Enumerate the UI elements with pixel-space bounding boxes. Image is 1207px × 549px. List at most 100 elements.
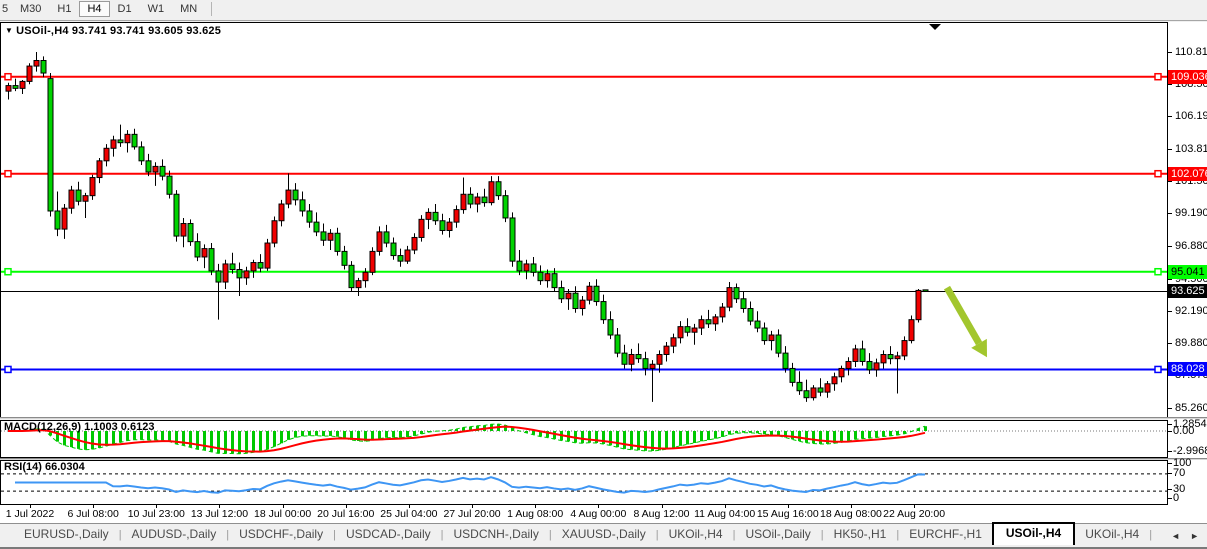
candle	[845, 360, 852, 369]
chart-tab-bar: EURUSD-,Daily | AUDUSD-,Daily | USDCHF-,Dail…	[0, 522, 1207, 545]
candle	[880, 354, 887, 364]
time-tick-mark	[472, 505, 474, 508]
down-arrow-head-icon	[971, 338, 987, 358]
candle	[775, 334, 782, 354]
rsi-tick-label: 0	[1173, 492, 1180, 504]
macd-indicator-pane[interactable]	[0, 420, 1168, 458]
price-tick-mark	[1168, 149, 1172, 151]
candle	[719, 306, 726, 318]
down-arrow-annotation[interactable]	[943, 285, 983, 346]
candle	[607, 319, 614, 336]
candle	[642, 358, 649, 369]
timeframe-button-H4[interactable]: H4	[79, 1, 110, 17]
time-tick-mark	[724, 505, 726, 508]
time-tick-mark	[850, 505, 852, 508]
time-tick-label: 18 Jul 00:00	[253, 508, 312, 520]
price-tick-mark	[1168, 245, 1172, 247]
price-chart-pane[interactable]	[0, 22, 1168, 418]
chart-tab-usdchf-daily[interactable]: USDCHF-,Daily	[239, 527, 324, 541]
chart-tab-audusd-daily[interactable]: AUDUSD-,Daily	[131, 527, 217, 541]
candle	[250, 262, 257, 272]
chart-tab-hk50-h1[interactable]: HK50-,H1	[833, 527, 887, 541]
candle	[838, 367, 845, 378]
candle	[334, 232, 341, 252]
price-tick-label: 85.260	[1175, 401, 1207, 414]
macd-label: MACD(12,26,9) 1.1003 0.6123	[4, 421, 155, 433]
candle	[348, 264, 355, 289]
pane-splitter[interactable]	[0, 458, 1207, 460]
price-tick-mark	[1168, 181, 1172, 183]
tabs: EURUSD-,Daily | AUDUSD-,Daily | USDCHF-,Dail…	[14, 522, 1152, 545]
tab-separator: |	[118, 529, 122, 541]
candle	[593, 285, 600, 303]
candle	[754, 320, 761, 329]
macd-signal-line	[7, 425, 926, 453]
rsi-line	[15, 473, 926, 494]
chart-tab-eurchf-h1[interactable]: EURCHF-,H1	[909, 527, 982, 541]
time-tick-mark	[914, 505, 916, 508]
timeframe-button-H1[interactable]: H1	[57, 3, 72, 15]
candle	[236, 269, 243, 279]
timeframe-button-D1[interactable]: D1	[117, 3, 132, 15]
candle	[82, 195, 89, 202]
macd-tick-mark	[1168, 424, 1172, 425]
candle	[425, 211, 432, 220]
candle	[131, 133, 138, 148]
time-tick-label: 1 Aug 08:00	[507, 508, 564, 520]
time-tick-label: 20 Jul 16:00	[317, 508, 375, 520]
timeframe-button-W1[interactable]: W1	[147, 3, 165, 15]
chart-dropdown-triangle-icon[interactable]: ▼	[5, 26, 14, 35]
chart-tab-ukoil-h4[interactable]: UKOil-,H4	[1085, 527, 1140, 541]
time-tick-mark	[598, 505, 600, 508]
candle	[831, 376, 838, 385]
candle	[691, 327, 698, 333]
tab-scroll-left-icon[interactable]: ◄	[1171, 531, 1181, 541]
time-tick-label: 27 Jul 20:00	[443, 508, 501, 520]
candle	[656, 354, 663, 365]
chart-ohlc-values: 93.741 93.741 93.605 93.625	[71, 25, 222, 37]
candle	[362, 271, 369, 282]
candle	[292, 189, 299, 201]
chart-tab-ukoil-h4[interactable]: UKOil-,H4	[668, 527, 723, 541]
time-tick-mark	[93, 505, 95, 508]
candle	[257, 262, 264, 269]
rsi-tick-label: 100	[1173, 457, 1192, 469]
candle	[285, 189, 292, 205]
chart-tab-usoil-h4[interactable]: USOil-,H4	[991, 522, 1076, 545]
candle	[264, 242, 271, 269]
candle	[579, 299, 586, 310]
candle	[866, 360, 873, 371]
tab-scroll-buttons: ◄ ►	[1171, 531, 1199, 545]
price-level-badge-95.041: 95.041	[1168, 264, 1207, 279]
candle	[761, 327, 768, 342]
timeframe-button-5[interactable]: 5	[2, 3, 9, 15]
chart-tab-usdcnh-daily[interactable]: USDCNH-,Daily	[453, 527, 539, 541]
tab-scroll-right-icon[interactable]: ►	[1190, 531, 1199, 541]
candle	[544, 273, 551, 282]
candle	[684, 326, 691, 333]
rsi-indicator-pane[interactable]	[0, 460, 1168, 505]
candle	[243, 270, 250, 279]
candle	[467, 193, 474, 205]
candle	[852, 348, 859, 362]
time-tick-mark	[661, 505, 663, 508]
chart-tab-usoil-daily[interactable]: USOil-,Daily	[745, 527, 811, 541]
pane-splitter[interactable]	[0, 417, 1207, 419]
candle	[516, 260, 523, 272]
timeframe-button-MN[interactable]: MN	[180, 3, 198, 15]
candle	[103, 147, 110, 162]
time-tick-label: 13 Jul 12:00	[190, 508, 249, 520]
candle	[859, 348, 866, 362]
candle	[649, 363, 656, 369]
candle	[586, 285, 593, 301]
timeframe-button-M30[interactable]: M30	[20, 3, 42, 15]
chart-tab-eurusd-daily[interactable]: EURUSD-,Daily	[24, 527, 109, 541]
candle	[446, 221, 453, 231]
macd-tick-label: 1.2854	[1173, 418, 1207, 430]
candle	[47, 78, 54, 212]
chart-tab-usdcad-daily[interactable]: USDCAD-,Daily	[345, 527, 431, 541]
candle	[40, 59, 47, 74]
price-tick-mark	[1168, 83, 1172, 85]
chart-tab-xauusd-daily[interactable]: XAUUSD-,Daily	[561, 527, 646, 541]
